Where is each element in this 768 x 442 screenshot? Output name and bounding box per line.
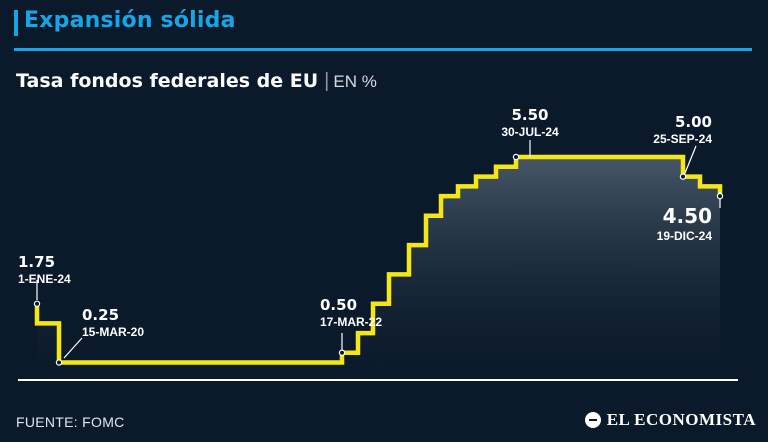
annotation-point [716, 192, 724, 200]
annotation-value: 0.25 [82, 306, 119, 324]
source-note: FUENTE: FOMC [16, 414, 125, 430]
annotation-point [679, 173, 687, 180]
chart-title: Tasa fondos federales de EU | EN % [16, 70, 377, 93]
section-title: Expansión sólida [24, 8, 236, 33]
annotation-value: 5.50 [511, 106, 548, 124]
brand-name: EL ECONOMISTA [606, 410, 756, 429]
chart-title-unit: EN % [333, 72, 377, 91]
rate-step-line [34, 154, 723, 365]
annotation-date: 25-SEP-24 [653, 132, 712, 146]
annotation-date: 17-MAR-22 [320, 315, 382, 329]
chart-title-separator: | [324, 70, 330, 92]
header-divider [14, 48, 752, 51]
brand-logo: EL ECONOMISTA [584, 410, 756, 430]
annotation-point [338, 349, 346, 356]
annotation-leader-line [682, 145, 697, 179]
annotation-leader-line [63, 337, 83, 359]
annotation-date: 30-JUL-24 [501, 125, 559, 139]
annotation-value: 4.50 [663, 204, 712, 228]
chart-title-main: Tasa fondos federales de EU [16, 70, 319, 92]
annotation-value: 1.75 [18, 253, 55, 271]
annotation-point [33, 300, 41, 307]
section-accent-bar [14, 10, 18, 36]
annotation-value: 5.00 [675, 113, 712, 131]
annotation-date: 19-DIC-24 [657, 229, 713, 243]
annotation-date: 1-ENE-24 [18, 272, 71, 286]
annotation-point [512, 153, 520, 161]
annotation-date: 15-MAR-20 [82, 325, 144, 339]
rate-area-fill [37, 157, 720, 378]
annotation-point [55, 359, 63, 366]
annotation-value: 0.50 [320, 296, 357, 314]
economista-logo-icon [584, 412, 601, 428]
